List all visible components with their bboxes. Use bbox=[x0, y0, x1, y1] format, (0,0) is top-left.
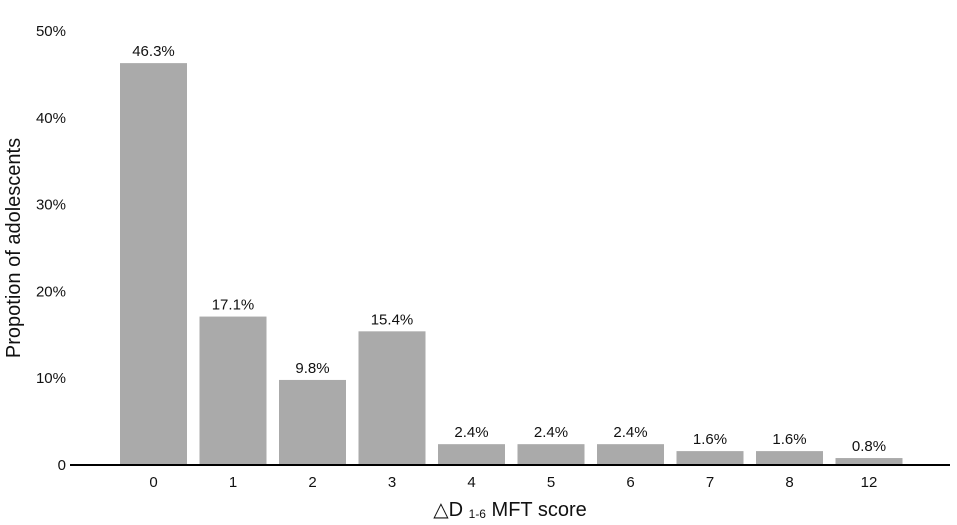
y-tick-labels-group: 0 10% 20% 30% 40% 50% bbox=[36, 23, 66, 474]
x-tick-label-1: 1 bbox=[229, 474, 237, 491]
y-tick-label-30: 30% bbox=[36, 197, 66, 214]
x-axis-label: △D 1-6 MFT score bbox=[433, 499, 587, 523]
bar-value-label-2: 9.8% bbox=[295, 360, 329, 377]
bar-8 bbox=[756, 451, 823, 465]
x-axis-label-subscript: 1-6 bbox=[469, 507, 487, 521]
bar-6 bbox=[597, 444, 664, 465]
x-tick-label-6: 6 bbox=[626, 474, 634, 491]
bar-4 bbox=[438, 444, 505, 465]
y-axis-label: Propotion of adolescents bbox=[3, 138, 25, 358]
bar-5 bbox=[517, 444, 585, 465]
x-tick-label-12: 12 bbox=[861, 474, 878, 491]
bar-value-label-7: 1.6% bbox=[693, 431, 727, 448]
bar-value-label-6: 2.4% bbox=[613, 424, 647, 441]
bar-value-label-4: 2.4% bbox=[454, 424, 488, 441]
x-tick-label-2: 2 bbox=[308, 474, 316, 491]
bar-value-label-8: 1.6% bbox=[772, 431, 806, 448]
bar-value-label-3: 15.4% bbox=[371, 311, 414, 328]
x-tick-label-7: 7 bbox=[706, 474, 714, 491]
x-tick-label-0: 0 bbox=[149, 474, 157, 491]
bar-7 bbox=[676, 451, 744, 465]
bar-labels-group: 46.3% 17.1% 9.8% 15.4% 2.4% 2.4% 2.4% 1.6% 1.6% 0… bbox=[132, 43, 886, 455]
y-tick-label-40: 40% bbox=[36, 110, 66, 127]
x-tick-label-4: 4 bbox=[467, 474, 475, 491]
y-tick-label-0: 0 bbox=[58, 457, 66, 474]
x-axis-label-prefix: △D bbox=[433, 499, 463, 521]
bar-value-label-5: 2.4% bbox=[534, 424, 568, 441]
bar-2 bbox=[279, 379, 346, 465]
y-tick-label-20: 20% bbox=[36, 283, 66, 300]
bar-0 bbox=[120, 63, 187, 466]
x-axis-label-suffix: MFT score bbox=[492, 499, 587, 521]
x-tick-labels-group: 0 1 2 3 4 5 6 7 8 12 bbox=[149, 474, 877, 491]
bar-3 bbox=[358, 331, 426, 465]
x-tick-label-5: 5 bbox=[547, 474, 555, 491]
bar-12 bbox=[835, 458, 903, 465]
y-tick-label-10: 10% bbox=[36, 370, 66, 387]
bars-group bbox=[120, 63, 903, 466]
y-tick-label-50: 50% bbox=[36, 23, 66, 40]
bar-1 bbox=[199, 316, 267, 465]
bar-value-label-1: 17.1% bbox=[212, 297, 255, 314]
bar-value-label-0: 46.3% bbox=[132, 43, 175, 60]
x-tick-label-3: 3 bbox=[388, 474, 396, 491]
bar-value-label-12: 0.8% bbox=[852, 438, 886, 455]
x-tick-label-8: 8 bbox=[785, 474, 793, 491]
